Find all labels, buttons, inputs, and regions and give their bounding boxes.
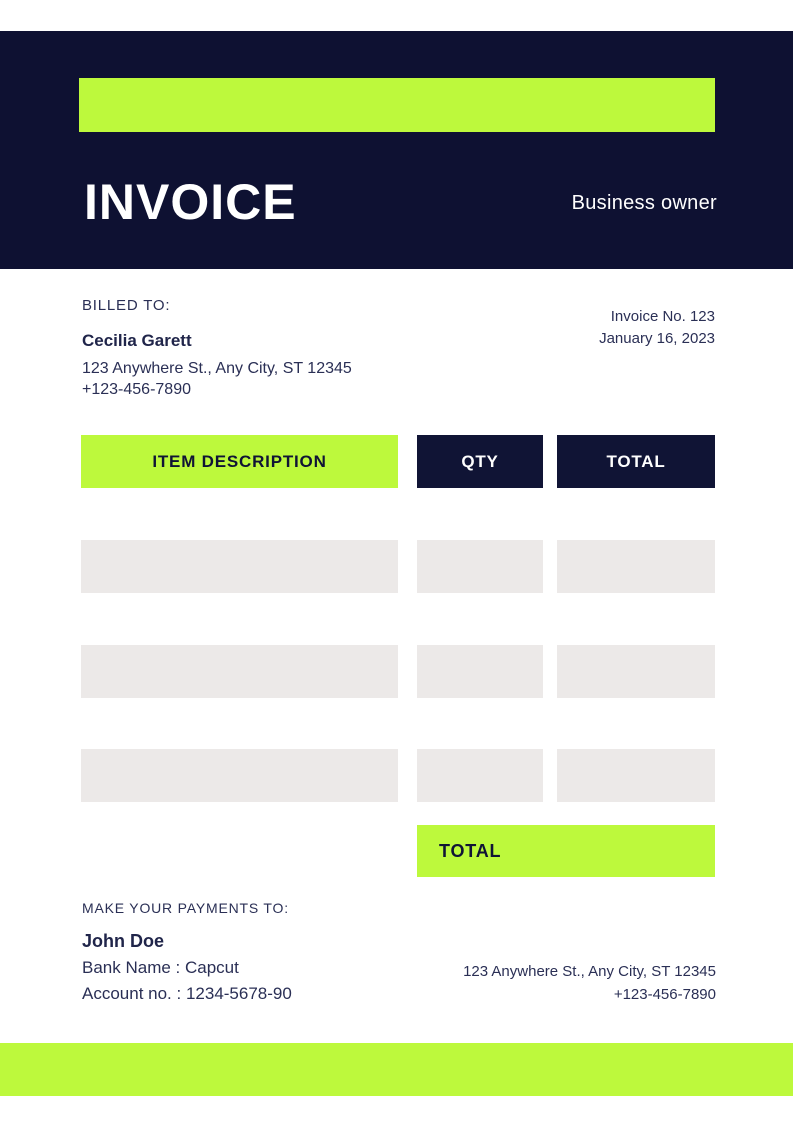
payment-label: MAKE YOUR PAYMENTS TO: <box>82 900 289 916</box>
billed-to-label: BILLED TO: <box>82 297 171 314</box>
invoice-meta: Invoice No. 123 January 16, 2023 <box>599 306 715 350</box>
footer-address: 123 Anywhere St., Any City, ST 12345 <box>463 963 716 980</box>
page-title: INVOICE <box>84 174 297 230</box>
total-bar: TOTAL <box>417 825 715 877</box>
payment-section: MAKE YOUR PAYMENTS TO: John Doe Bank Nam… <box>82 900 292 1004</box>
table-header-item-description: ITEM DESCRIPTION <box>81 435 398 488</box>
business-tagline: Business owner <box>571 192 717 214</box>
table-row-1-cell-2 <box>417 540 543 593</box>
table-header-qty: QTY <box>417 435 543 488</box>
client-phone: +123-456-7890 <box>82 381 191 398</box>
footer-contact: 123 Anywhere St., Any City, ST 12345 +12… <box>463 960 716 1006</box>
hero-band: INVOICE Business owner <box>0 31 793 269</box>
invoice-number: Invoice No. 123 <box>610 308 715 325</box>
payee-name: John Doe <box>82 931 165 951</box>
account-number: Account no. : 1234-5678-90 <box>82 984 292 1003</box>
table-row-3-cell-3 <box>557 749 715 802</box>
footer-phone: +123-456-7890 <box>613 986 716 1003</box>
hero-accent-bar <box>79 78 715 132</box>
bank-name: Bank Name : Capcut <box>82 958 239 977</box>
table-row-1-cell-3 <box>557 540 715 593</box>
billed-to-section: BILLED TO: Cecilia Garett 123 Anywhere S… <box>82 297 352 399</box>
total-label: TOTAL <box>439 840 502 861</box>
table-row-2-cell-2 <box>417 645 543 698</box>
table-row-3-cell-2 <box>417 749 543 802</box>
table-row-3-cell-1 <box>81 749 398 802</box>
table-row-2-cell-3 <box>557 645 715 698</box>
invoice-date: January 16, 2023 <box>599 330 715 347</box>
table-header-total: TOTAL <box>557 435 715 488</box>
client-address: 123 Anywhere St., Any City, ST 12345 <box>82 360 352 377</box>
table-row-1-cell-1 <box>81 540 398 593</box>
bottom-accent-bar <box>0 1043 793 1096</box>
client-name: Cecilia Garett <box>82 331 192 350</box>
table-row-2-cell-1 <box>81 645 398 698</box>
